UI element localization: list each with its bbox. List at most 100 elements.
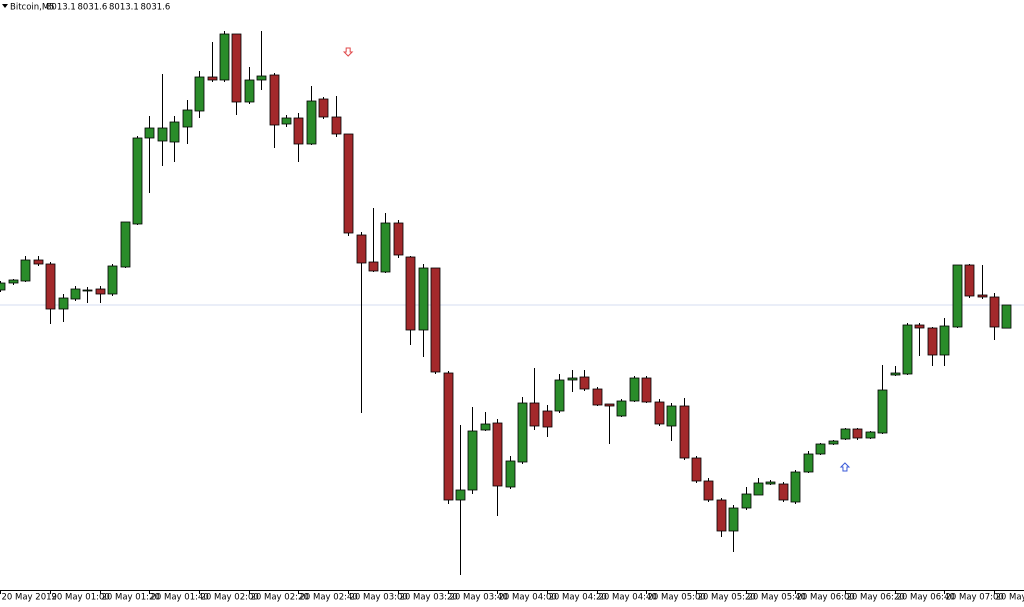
candle-body: [306, 100, 317, 145]
candle-body: [592, 388, 603, 406]
x-tick-label: 20 May 06:00: [797, 593, 855, 603]
candle-body: [828, 440, 839, 445]
candle-body: [194, 76, 205, 112]
candle-body: [865, 431, 876, 439]
candle-body: [877, 389, 888, 434]
candle-body: [914, 324, 925, 329]
candle-body: [107, 265, 118, 295]
candle-body: [157, 127, 168, 142]
candle-body: [331, 116, 342, 135]
candle-body: [616, 400, 627, 417]
candle-body: [989, 296, 1000, 328]
candle-body: [790, 471, 801, 503]
candle-body: [964, 264, 975, 297]
candle-body: [778, 483, 789, 501]
candle-body: [45, 263, 56, 310]
candle-body: [554, 379, 565, 412]
candle-body: [58, 297, 69, 310]
candle-body: [902, 324, 913, 375]
candle-body: [654, 401, 665, 425]
candle-body: [368, 261, 379, 272]
candle-body: [219, 33, 230, 81]
candle-body: [20, 259, 31, 282]
candle-body: [927, 327, 938, 356]
candle-body: [467, 430, 478, 491]
x-tick-label: 20 May 02:40: [300, 593, 358, 603]
x-tick-label: 20 May 04:20: [549, 593, 607, 603]
candle-body: [455, 489, 466, 501]
candle-body: [728, 507, 739, 532]
candle-body: [343, 133, 354, 234]
candle-body: [604, 403, 615, 407]
candle-body: [952, 264, 963, 328]
candle-body: [815, 443, 826, 455]
x-tick-label: 20 May 06:40: [897, 593, 955, 603]
x-tick-label: 20 May 05:40: [748, 593, 806, 603]
candle-body: [691, 457, 702, 482]
candle-body: [679, 405, 690, 459]
candle-body: [256, 75, 267, 81]
candle-body: [753, 482, 764, 496]
candle-body: [567, 377, 578, 381]
x-tick-label: 20 May 02:20: [251, 593, 309, 603]
candle-body: [144, 127, 155, 139]
candle-body: [492, 422, 503, 487]
candle-body: [70, 288, 81, 300]
x-tick-label: 20 May 05:20: [698, 593, 756, 603]
candle-body: [629, 377, 640, 402]
candle-body: [418, 267, 429, 331]
candle-body: [380, 222, 391, 273]
candle-body: [95, 288, 106, 295]
candle-body: [542, 410, 553, 428]
candle-body: [182, 109, 193, 128]
candle-body: [8, 279, 19, 284]
x-tick-label: 20 May 07:00: [946, 593, 1004, 603]
candle-body: [703, 480, 714, 501]
symbol-title: Bitcoin,M5: [10, 3, 55, 13]
x-tick-label: 20 May 03:00: [350, 593, 408, 603]
header-value: 8013.1: [46, 3, 76, 13]
candle-body: [281, 117, 292, 125]
candle-body: [318, 98, 329, 118]
candle-body: [716, 499, 727, 532]
candle-body: [517, 402, 528, 463]
header-value: 8013.1: [109, 3, 139, 13]
candle-body: [977, 294, 988, 298]
x-tick-label: 20 May 04:40: [599, 593, 657, 603]
x-tick-label: 20 May 02:00: [201, 593, 259, 603]
candle-body: [666, 405, 677, 427]
candle-body: [765, 481, 776, 485]
header-value: 8031.6: [141, 3, 171, 13]
candle-body: [0, 282, 6, 291]
candle-body: [443, 372, 454, 501]
candle-body: [741, 493, 752, 509]
x-tick-label: 20 May 03:20: [400, 593, 458, 603]
candle-body: [852, 428, 863, 439]
candle-body: [207, 76, 218, 81]
candle-body: [579, 376, 590, 390]
candle-body: [169, 121, 180, 143]
x-tick-label: 20 May 03:40: [450, 593, 508, 603]
header-value: 8031.6: [78, 3, 108, 13]
candle-body: [840, 428, 851, 440]
candle-body: [505, 460, 516, 488]
candle-body: [269, 74, 280, 126]
candle-body: [33, 259, 44, 265]
signal-arrow: [342, 47, 354, 57]
candle-body: [939, 325, 950, 356]
candle-body: [405, 256, 416, 331]
signal-arrow: [839, 462, 851, 472]
candle-body: [1001, 304, 1012, 329]
candle-body: [132, 137, 143, 225]
candle-body: [120, 221, 131, 268]
candle-body: [82, 289, 93, 292]
candle-body: [430, 267, 441, 373]
candle-body: [293, 117, 304, 145]
candle-body: [356, 234, 367, 264]
x-tick-label: 20 May: [996, 593, 1024, 603]
x-tick-label: 20 May 01:40: [151, 593, 209, 603]
candle-body: [803, 453, 814, 473]
header-triangle: [2, 4, 8, 8]
